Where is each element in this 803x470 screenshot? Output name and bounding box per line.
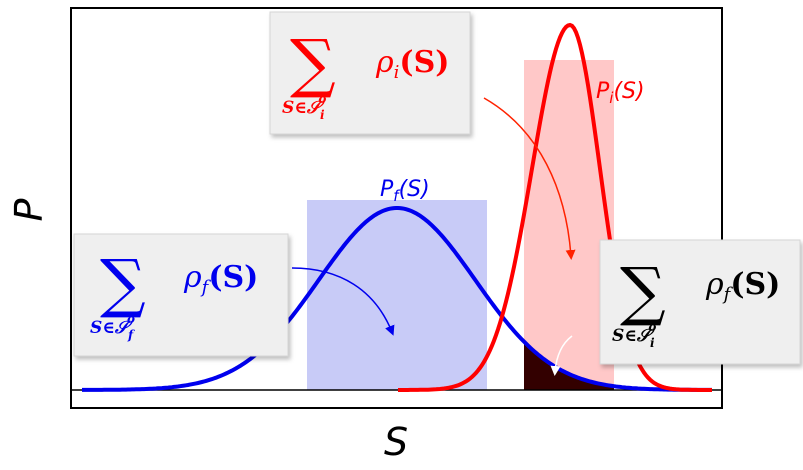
final-sum-box: ∑ ρf(S) S∈𝒮fδ bbox=[73, 233, 289, 357]
initial-distribution-curve bbox=[398, 22, 712, 392]
x-axis-label: S bbox=[384, 420, 408, 464]
overlap-region bbox=[524, 341, 614, 390]
sum-term: ρf(S) bbox=[183, 260, 258, 298]
y-axis-label: P bbox=[7, 198, 51, 221]
arrow-to-initial-region bbox=[483, 97, 576, 260]
plot-frame bbox=[70, 7, 723, 409]
sum-subscript: S∈𝒮iδ bbox=[282, 92, 327, 122]
final-state-region bbox=[307, 200, 487, 390]
final-distribution-curve bbox=[82, 206, 712, 392]
sum-symbol: ∑ bbox=[100, 247, 146, 321]
sum-subscript: S∈𝒮iδ bbox=[612, 320, 657, 350]
sum-term: ρi(S) bbox=[375, 45, 449, 83]
initial-state-region bbox=[524, 60, 614, 390]
sum-term: ρf(S) bbox=[705, 267, 780, 305]
final-curve-label: Pf(S) bbox=[380, 177, 430, 205]
initial-curve-label: Pi(S) bbox=[596, 79, 645, 107]
arrow-to-overlap-region bbox=[550, 335, 573, 376]
sum-symbol: ∑ bbox=[290, 27, 336, 101]
initial-sum-box: ∑ ρi(S) S∈𝒮iδ bbox=[269, 11, 471, 135]
overlap-sum-box: ∑ ρf(S) S∈𝒮iδ bbox=[599, 239, 801, 365]
sum-subscript: S∈𝒮fδ bbox=[90, 312, 135, 342]
arrow-to-final-region bbox=[291, 267, 395, 336]
sum-symbol: ∑ bbox=[620, 255, 666, 329]
